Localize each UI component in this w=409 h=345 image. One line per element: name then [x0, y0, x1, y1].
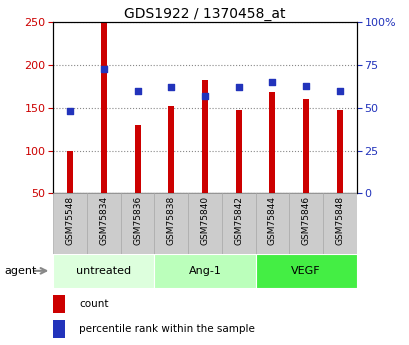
Text: untreated: untreated: [76, 266, 131, 276]
Title: GDS1922 / 1370458_at: GDS1922 / 1370458_at: [124, 7, 285, 21]
Point: [235, 85, 241, 90]
Point: [336, 88, 342, 93]
Point: [168, 85, 174, 90]
Bar: [188, 193, 221, 254]
Bar: [154, 193, 188, 254]
Bar: [120, 193, 154, 254]
Text: agent: agent: [4, 266, 36, 276]
Bar: [255, 193, 289, 254]
Bar: [202, 80, 207, 193]
Bar: [154, 254, 255, 288]
Text: GSM75846: GSM75846: [301, 196, 310, 245]
Bar: [53, 320, 65, 337]
Text: GSM75848: GSM75848: [335, 196, 344, 245]
Text: GSM75836: GSM75836: [133, 196, 142, 246]
Bar: [53, 254, 154, 288]
Bar: [269, 92, 275, 193]
Text: count: count: [79, 299, 108, 309]
Bar: [87, 193, 120, 254]
Bar: [302, 99, 308, 193]
Bar: [289, 193, 322, 254]
Bar: [255, 254, 356, 288]
Point: [268, 79, 275, 85]
Point: [134, 88, 141, 93]
Bar: [221, 193, 255, 254]
Text: GSM75842: GSM75842: [234, 196, 243, 245]
Text: GSM75844: GSM75844: [267, 196, 276, 245]
Bar: [168, 106, 174, 193]
Bar: [235, 109, 241, 193]
Bar: [101, 22, 107, 193]
Bar: [53, 295, 65, 313]
Text: VEGF: VEGF: [291, 266, 320, 276]
Bar: [336, 109, 342, 193]
Point: [100, 66, 107, 71]
Text: GSM75834: GSM75834: [99, 196, 108, 245]
Text: Ang-1: Ang-1: [188, 266, 221, 276]
Bar: [134, 125, 140, 193]
Point: [67, 108, 73, 114]
Text: GSM75548: GSM75548: [65, 196, 74, 245]
Bar: [53, 193, 87, 254]
Bar: [67, 150, 73, 193]
Text: GSM75840: GSM75840: [200, 196, 209, 245]
Text: percentile rank within the sample: percentile rank within the sample: [79, 324, 254, 334]
Bar: [322, 193, 356, 254]
Text: GSM75838: GSM75838: [166, 196, 175, 246]
Point: [201, 93, 208, 99]
Point: [302, 83, 309, 88]
